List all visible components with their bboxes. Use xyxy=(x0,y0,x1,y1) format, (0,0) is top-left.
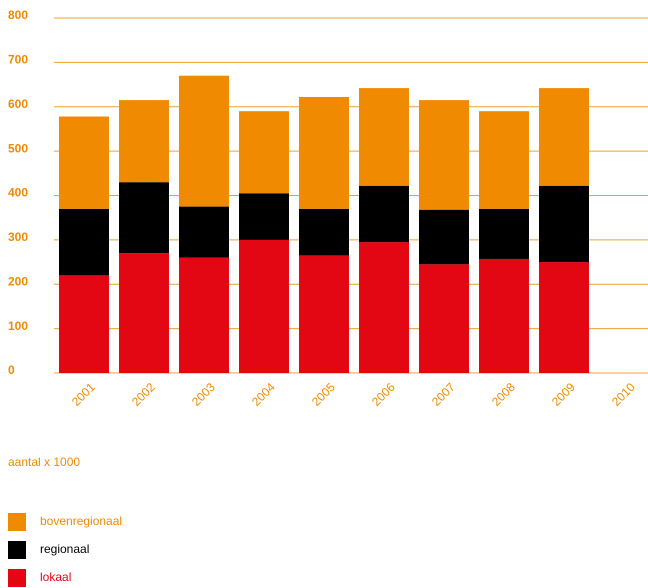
y-tick-label: 0 xyxy=(8,363,15,377)
bar-segment xyxy=(59,116,109,209)
bar-segment xyxy=(119,182,169,254)
x-tick-label: 2010 xyxy=(609,380,638,409)
bar-segment xyxy=(299,96,349,209)
bar-segment xyxy=(239,193,289,240)
x-tick-label: 2003 xyxy=(189,380,218,409)
bar-segment xyxy=(479,208,529,259)
bar-segment xyxy=(479,111,529,209)
y-tick-label: 800 xyxy=(8,8,28,22)
bar-segment xyxy=(179,206,229,258)
bar-segment xyxy=(59,208,109,276)
x-tick-label: 2006 xyxy=(369,380,398,409)
x-tick-label: 2008 xyxy=(489,380,518,409)
bar-segment xyxy=(419,264,469,373)
bar-segment xyxy=(299,208,349,256)
y-tick-label: 100 xyxy=(8,319,28,333)
x-tick-label: 2002 xyxy=(129,380,158,409)
bar-segment xyxy=(179,257,229,373)
bar-segment xyxy=(479,258,529,373)
x-tick-label: 2001 xyxy=(69,380,98,409)
legend-label: lokaal xyxy=(40,570,71,584)
y-tick-label: 300 xyxy=(8,230,28,244)
y-tick-label: 200 xyxy=(8,274,28,288)
legend-swatch xyxy=(8,569,26,587)
bar-segment xyxy=(539,185,589,263)
legend-swatch xyxy=(8,513,26,531)
bar-segment xyxy=(359,88,409,186)
y-tick-label: 700 xyxy=(8,53,28,67)
bar-segment xyxy=(539,88,589,186)
bar-segment xyxy=(359,242,409,373)
bar-segment xyxy=(359,185,409,243)
bar-segment xyxy=(299,255,349,373)
x-tick-label: 2007 xyxy=(429,380,458,409)
bar-segment xyxy=(179,75,229,207)
bar-segment xyxy=(59,275,109,373)
bar-segment xyxy=(239,239,289,373)
bar-segment xyxy=(239,111,289,194)
legend-label: regionaal xyxy=(40,542,89,556)
y-tick-label: 600 xyxy=(8,97,28,111)
y-axis-label: aantal x 1000 xyxy=(8,455,80,469)
x-tick-label: 2004 xyxy=(249,380,278,409)
bar-segment xyxy=(419,100,469,210)
bar-segment xyxy=(119,100,169,183)
bar-segment xyxy=(119,253,169,373)
bar-segment xyxy=(539,262,589,373)
y-tick-label: 500 xyxy=(8,141,28,155)
x-tick-label: 2009 xyxy=(549,380,578,409)
x-tick-label: 2005 xyxy=(309,380,338,409)
bar-segment xyxy=(419,209,469,265)
legend-swatch xyxy=(8,541,26,559)
legend-label: bovenregionaal xyxy=(40,514,122,528)
y-tick-label: 400 xyxy=(8,186,28,200)
